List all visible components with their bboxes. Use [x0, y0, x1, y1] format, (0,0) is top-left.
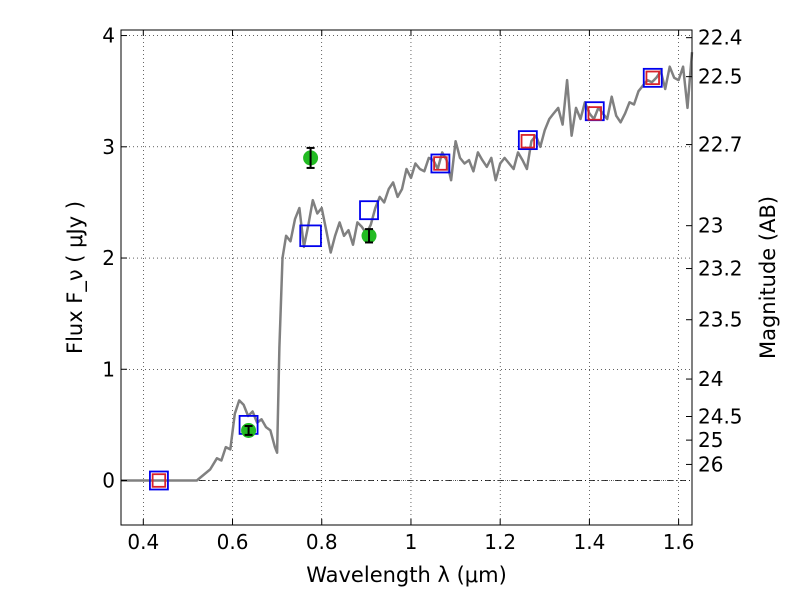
y2-tick-label: 23.2 — [698, 257, 743, 281]
model-point-red-square — [587, 106, 602, 121]
model-point-red-square — [433, 156, 448, 171]
x-tick-label: 1.4 — [573, 530, 605, 554]
y2-tick-label: 22.7 — [698, 133, 743, 157]
y-tick-label: 1 — [102, 357, 115, 381]
model-point-blue-square — [299, 224, 322, 248]
y2-tick-label: 22.4 — [698, 26, 743, 50]
x-tick-label: 0.4 — [127, 530, 159, 554]
x-tick-label: 1 — [405, 530, 418, 554]
x-axis-label: Wavelength λ (μm) — [306, 563, 507, 587]
y2-tick-label: 23 — [698, 214, 723, 238]
model-point-blue-square — [149, 470, 169, 491]
y2-tick-label: 25 — [698, 428, 723, 452]
y2-tick-label: 22.5 — [698, 65, 743, 89]
y-tick-label: 2 — [102, 246, 115, 270]
y-tick-label: 0 — [102, 469, 115, 493]
plot-frame — [120, 29, 693, 526]
y-tick-label: 4 — [102, 24, 115, 48]
model-point-blue-square — [430, 153, 451, 174]
x-tick-label: 0.6 — [217, 530, 249, 554]
y2-tick-label: 23.5 — [698, 308, 743, 332]
model-point-blue-square — [642, 67, 663, 88]
y2-tick-label: 26 — [698, 452, 723, 476]
y2-axis-label: Magnitude (AB) — [756, 196, 780, 359]
y2-tick-label: 24.5 — [698, 404, 743, 428]
y2-tick-label: 24 — [698, 367, 723, 391]
x-tick-label: 1.6 — [663, 530, 695, 554]
grid — [121, 30, 692, 525]
x-tick-label: 1.2 — [484, 530, 516, 554]
model-point-blue-square — [359, 200, 379, 221]
model-point-blue-square — [517, 130, 538, 151]
y-axis-label: Flux F_ν ( μJy ) — [63, 201, 88, 354]
spectrum-line — [121, 52, 694, 482]
model-point-red-square — [645, 70, 660, 86]
y-tick-label: 3 — [102, 135, 115, 159]
x-tick-label: 0.8 — [306, 530, 338, 554]
series-layer — [121, 52, 694, 491]
model-point-red-square — [151, 473, 167, 488]
model-point-red-square — [520, 134, 536, 149]
